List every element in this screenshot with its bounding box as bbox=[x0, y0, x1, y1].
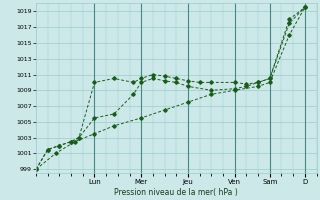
X-axis label: Pression niveau de la mer( hPa ): Pression niveau de la mer( hPa ) bbox=[115, 188, 238, 197]
